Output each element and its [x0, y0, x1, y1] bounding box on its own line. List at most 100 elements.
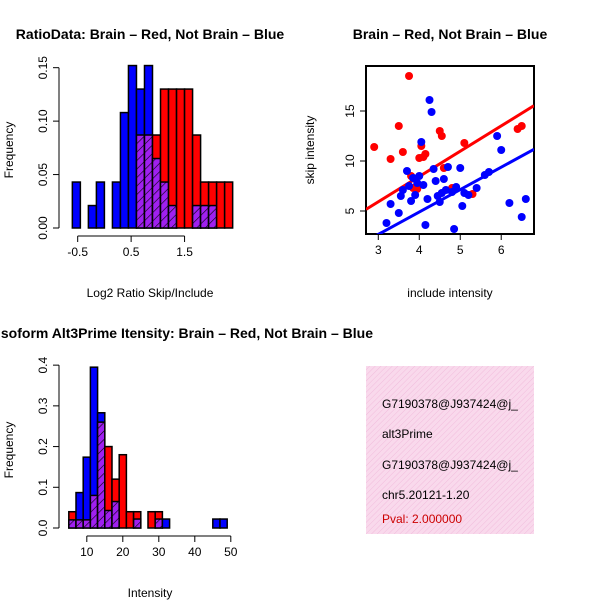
scatter-point-not-brain [450, 225, 459, 233]
scatter-point-brain [386, 155, 395, 163]
scatter-point-brain [405, 72, 414, 80]
intensity-scatter-plot: Brain – Red, Not Brain – Blue 3 4 5 651015 … [303, 26, 547, 300]
ratio-bar-overlap [167, 204, 178, 229]
scatter-y-tick-label: 10 [343, 154, 357, 168]
info-panel-event-id-2: G7190378@J937424@j_ [382, 458, 518, 472]
scatter-point-not-brain [439, 175, 448, 183]
scatter-point-not-brain [458, 202, 467, 210]
ratio-histogram-title: RatioData: Brain – Red, Not Brain – Blue [16, 26, 285, 42]
ratio-x-tick-label: 1.5 [176, 245, 193, 259]
scatter-point-not-brain [402, 167, 411, 175]
scatter-point-brain [460, 139, 469, 147]
intensity-bar-overlap [82, 519, 92, 529]
info-panel-location: chr5.20121-1.20 [382, 488, 470, 502]
ratio-bar-not-brain [111, 181, 122, 229]
scatter-point-not-brain [452, 183, 461, 191]
scatter-point-not-brain [493, 132, 502, 140]
intensity-x-tick-label: 30 [152, 545, 166, 559]
scatter-x-tick-label: 4 [416, 243, 423, 257]
scatter-point-not-brain [419, 181, 428, 189]
ratio-bar-brain [223, 181, 234, 229]
ratio-y-tick-label: 0.10 [36, 109, 50, 133]
intensity-y-tick-label: 0.4 [36, 356, 50, 373]
intensity-bar-overlap [89, 494, 99, 529]
info-panel-background [366, 366, 534, 534]
scatter-point-brain [437, 132, 446, 140]
intensity-y-tick-label: 0.3 [36, 397, 50, 414]
scatter-point-not-brain [423, 195, 432, 203]
ratio-bar-overlap [191, 204, 202, 229]
ratio-y-tick-label: 0.15 [36, 56, 50, 80]
scatter-title: Brain – Red, Not Brain – Blue [353, 26, 548, 42]
ratio-bar-overlap [151, 157, 162, 229]
ratio-bar-not-brain [87, 204, 98, 229]
intensity-x-tick-label: 40 [188, 545, 202, 559]
ratio-bar-brain [175, 88, 186, 229]
scatter-point-not-brain [464, 191, 473, 199]
intensity-bar-brain [125, 510, 135, 529]
scatter-point-not-brain [517, 213, 526, 221]
scatter-point-not-brain [429, 165, 438, 173]
info-panel-event-id: G7190378@J937424@j_ [382, 397, 518, 411]
scatter-point-not-brain [394, 209, 403, 217]
scatter-point-not-brain [443, 163, 452, 171]
ratio-bar-not-brain [95, 181, 106, 229]
scatter-point-not-brain [417, 138, 426, 146]
ratio-bar-not-brain [119, 111, 130, 229]
scatter-point-brain [413, 185, 422, 193]
intensity-y-tick-label: 0.1 [36, 479, 50, 496]
ratio-bar-overlap [207, 204, 218, 229]
scatter-y-tick-label: 5 [343, 207, 357, 214]
scatter-x-tick-label: 5 [457, 243, 464, 257]
ratio-bar-not-brain [127, 64, 138, 229]
scatter-point-not-brain [521, 195, 530, 203]
info-panel-pval: Pval: 2.000000 [382, 512, 462, 526]
intensity-x-tick-label: 50 [224, 545, 238, 559]
scatter-point-not-brain [421, 221, 430, 229]
intensity-y-tick-label: 0.0 [36, 519, 50, 536]
intensity-bar-not-brain [219, 518, 228, 529]
ratio-histogram: RatioData: Brain – Red, Not Brain – Blue… [2, 26, 284, 300]
scatter-point-not-brain [405, 182, 414, 190]
intensity-bar-overlap [104, 509, 113, 529]
ratio-bar-overlap [143, 134, 154, 229]
intensity-bar-overlap [75, 519, 84, 529]
scatter-point-not-brain [407, 197, 416, 205]
scatter-point-not-brain [386, 200, 395, 208]
ratio-bar-overlap [159, 181, 170, 229]
ratio-bar-overlap [135, 134, 146, 229]
intensity-bar-overlap [132, 518, 142, 529]
scatter-fit-line-brain [366, 104, 534, 211]
scatter-point-not-brain [497, 146, 506, 154]
ratio-y-tick-label: 0.05 [36, 163, 50, 187]
event-info-panel: G7190378@J937424@j_ alt3Prime G7190378@J… [366, 366, 534, 534]
scatter-point-not-brain [456, 164, 465, 172]
scatter-point-not-brain [425, 96, 434, 104]
scatter-point-not-brain [431, 177, 440, 185]
scatter-point-not-brain [472, 184, 481, 192]
scatter-point-not-brain [396, 192, 405, 200]
scatter-point-not-brain [505, 199, 514, 207]
scatter-point-brain [394, 122, 403, 130]
scatter-point-brain [370, 143, 379, 151]
ratio-bar-brain [215, 181, 226, 229]
ratio-histogram-xlabel: Log2 Ratio Skip/Include [87, 286, 214, 300]
scatter-point-not-brain [398, 186, 407, 194]
intensity-bar-not-brain [212, 518, 221, 529]
ratio-y-tick-label: 0.00 [36, 216, 50, 240]
intensity-histogram-ylabel: Frequency [2, 422, 16, 479]
ratio-bar-brain [183, 88, 194, 229]
scatter-frame [365, 65, 535, 235]
ratio-histogram-bars [71, 64, 234, 229]
intensity-bar-brain [147, 510, 156, 529]
scatter-xlabel: include intensity [407, 286, 492, 300]
scatter-point-not-brain [415, 172, 424, 180]
scatter-point-not-brain [382, 219, 391, 227]
intensity-histogram-axes: 10 20 30 40 50 0.0 0.1 0.2 0.3 0.4 [36, 356, 238, 559]
scatter-point-not-brain [441, 186, 450, 194]
scatter-point-brain [517, 122, 526, 130]
ratio-bar-overlap [199, 204, 210, 229]
intensity-histogram-xlabel: Intensity [128, 586, 173, 600]
scatter-fit-line-not-brain [375, 147, 534, 234]
